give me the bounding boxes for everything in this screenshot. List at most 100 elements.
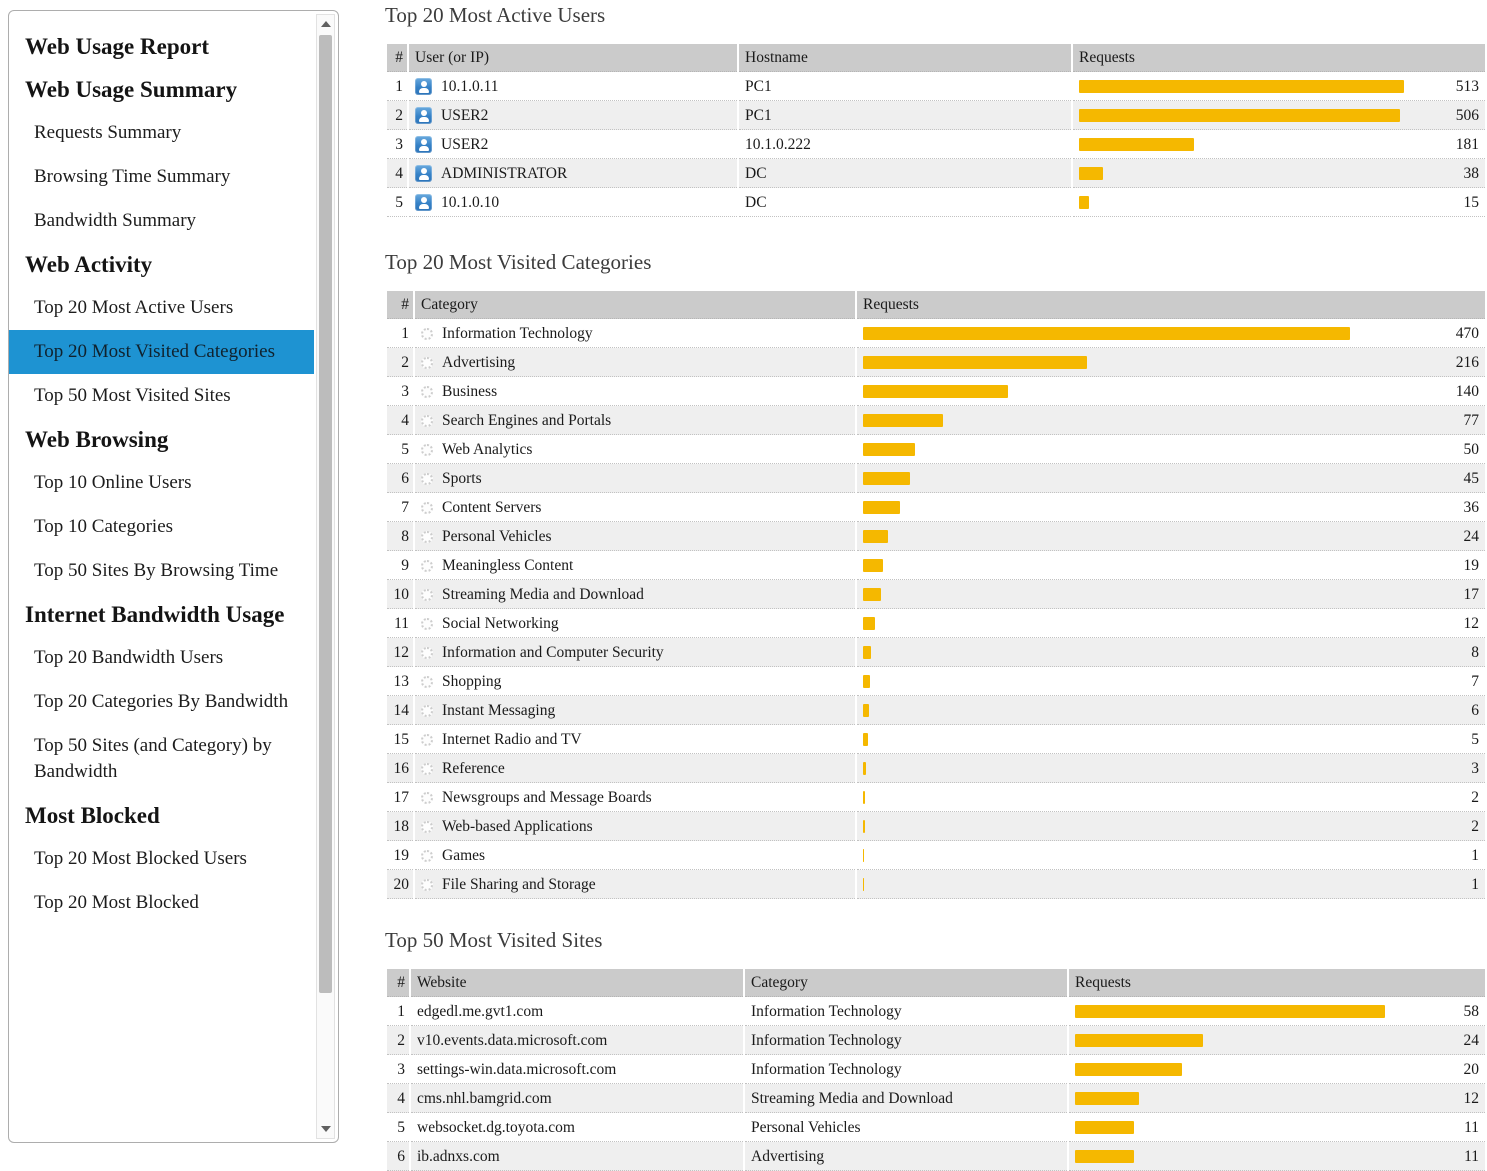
scrollbar-thumb[interactable] <box>319 35 332 993</box>
requests-value: 17 <box>1463 586 1480 603</box>
requests-cell: 506 <box>1073 101 1485 130</box>
report-content: Top 20 Most Active Users # User (or IP) Ho… <box>385 0 1487 1171</box>
requests-value: 1 <box>1471 876 1479 893</box>
cell-label: Search Engines and Portals <box>442 412 612 429</box>
cell-label: 10.1.0.11 <box>441 78 499 95</box>
sidebar-item-top-20-bandwidth-users[interactable]: Top 20 Bandwidth Users <box>34 647 224 668</box>
requests-bar <box>863 617 875 630</box>
rank-cell: 2 <box>387 1026 409 1055</box>
data-cell: Web-based Applications <box>415 812 855 841</box>
data-cell: PC1 <box>739 101 1071 130</box>
requests-cell: 38 <box>1073 159 1485 188</box>
sidebar-item-top-50-most-visited-sites[interactable]: Top 50 Most Visited Sites <box>34 385 231 406</box>
requests-value: 12 <box>1463 1090 1480 1107</box>
cell-label: Social Networking <box>442 615 559 632</box>
table-header-row: # Website Category Requests <box>387 969 1485 997</box>
cell-label: Games <box>442 847 486 864</box>
column-header: Website <box>411 969 743 997</box>
category-icon <box>421 530 433 543</box>
sidebar-item-top-20-most-blocked-users[interactable]: Top 20 Most Blocked Users <box>34 848 247 869</box>
data-cell: Newsgroups and Message Boards <box>415 783 855 812</box>
requests-bar <box>1075 1063 1182 1076</box>
sidebar-item-top-50-sites-and-category-by-bandwidth[interactable]: Top 50 Sites (and Category) by Bandwidth <box>34 735 272 782</box>
sidebar-item-top-10-categories[interactable]: Top 10 Categories <box>34 516 174 537</box>
data-cell: Information Technology <box>745 997 1067 1026</box>
table-row: 3 USER2 10.1.0.222 181 <box>387 130 1485 159</box>
table-header-row: # User (or IP) Hostname Requests <box>387 44 1485 72</box>
sidebar-item-top-20-most-visited-categories[interactable]: Top 20 Most Visited Categories <box>9 330 314 374</box>
requests-cell: 36 <box>857 493 1485 522</box>
sidebar-item-bandwidth-summary[interactable]: Bandwidth Summary <box>34 210 197 231</box>
requests-bar <box>863 849 864 862</box>
requests-cell: 216 <box>857 348 1485 377</box>
rank-cell: 17 <box>387 783 413 812</box>
requests-cell: 19 <box>857 551 1485 580</box>
data-cell: Content Servers <box>415 493 855 522</box>
table-row: 5 Web Analytics 50 <box>387 435 1485 464</box>
table-row: 1 edgedl.me.gvt1.com Information Technolog… <box>387 997 1485 1026</box>
section-title-visited-sites: Top 50 Most Visited Sites <box>385 928 603 952</box>
user-icon <box>415 136 432 153</box>
requests-bar <box>1075 1092 1139 1105</box>
requests-bar <box>863 820 865 833</box>
column-header: Category <box>415 291 855 319</box>
requests-bar <box>863 530 888 543</box>
rank-cell: 19 <box>387 841 413 870</box>
requests-value: 470 <box>1455 325 1479 342</box>
sidebar-item-top-50-sites-by-browsing-time[interactable]: Top 50 Sites By Browsing Time <box>34 560 279 581</box>
requests-value: 7 <box>1471 673 1479 690</box>
category-icon <box>421 385 433 398</box>
requests-bar <box>863 588 881 601</box>
requests-value: 38 <box>1463 165 1480 182</box>
rank-cell: 13 <box>387 667 413 696</box>
category-icon <box>421 646 433 659</box>
category-icon <box>421 559 433 572</box>
sidebar-item-top-20-categories-by-bandwidth[interactable]: Top 20 Categories By Bandwidth <box>34 691 289 712</box>
user-icon <box>415 194 432 211</box>
table-row: 5 10.1.0.10 DC 15 <box>387 188 1485 217</box>
table-row: 2 v10.events.data.microsoft.com Informatio… <box>387 1026 1485 1055</box>
user-icon <box>415 78 432 95</box>
user-icon <box>415 165 432 182</box>
sidebar-item-top-20-most-blocked[interactable]: Top 20 Most Blocked <box>34 892 199 913</box>
table-row: 17 Newsgroups and Message Boards 2 <box>387 783 1485 812</box>
cell-label: Personal Vehicles <box>442 528 552 545</box>
data-cell: DC <box>739 159 1071 188</box>
requests-value: 50 <box>1463 441 1480 458</box>
rank-cell: 16 <box>387 754 413 783</box>
sidebar-item-top-20-most-active-users[interactable]: Top 20 Most Active Users <box>34 297 234 318</box>
data-cell: settings-win.data.microsoft.com <box>411 1055 743 1084</box>
requests-cell: 140 <box>857 377 1485 406</box>
category-icon <box>421 733 433 746</box>
sidebar-item-top-10-online-users[interactable]: Top 10 Online Users <box>34 472 192 493</box>
requests-bar <box>863 472 910 485</box>
requests-cell: 3 <box>857 754 1485 783</box>
category-icon <box>421 820 433 833</box>
requests-cell: 181 <box>1073 130 1485 159</box>
data-cell: Web Analytics <box>415 435 855 464</box>
cell-label: Advertising <box>442 354 516 371</box>
rank-cell: 11 <box>387 609 413 638</box>
data-cell: 10.1.0.222 <box>739 130 1071 159</box>
data-cell: Streaming Media and Download <box>745 1084 1067 1113</box>
triangle-up-icon[interactable] <box>321 21 331 27</box>
sidebar-item-requests-summary[interactable]: Requests Summary <box>34 122 182 143</box>
data-cell: Meaningless Content <box>415 551 855 580</box>
rank-cell: 7 <box>387 493 413 522</box>
requests-value: 140 <box>1455 383 1479 400</box>
sidebar-item-browsing-time-summary[interactable]: Browsing Time Summary <box>34 166 231 187</box>
data-cell: Instant Messaging <box>415 696 855 725</box>
sidebar-heading-4: Most Blocked <box>25 803 160 828</box>
requests-value: 58 <box>1463 1003 1480 1020</box>
requests-cell: 45 <box>857 464 1485 493</box>
sidebar-scrollbar[interactable] <box>316 14 335 1139</box>
requests-cell: 470 <box>857 319 1485 348</box>
requests-value: 19 <box>1463 557 1480 574</box>
cell-label: ADMINISTRATOR <box>441 165 568 182</box>
data-cell: PC1 <box>739 72 1071 101</box>
cell-label: Instant Messaging <box>442 702 556 719</box>
column-header: Requests <box>857 291 1485 319</box>
rank-cell: 3 <box>387 130 407 159</box>
triangle-down-icon[interactable] <box>321 1126 331 1132</box>
category-icon <box>421 878 433 891</box>
